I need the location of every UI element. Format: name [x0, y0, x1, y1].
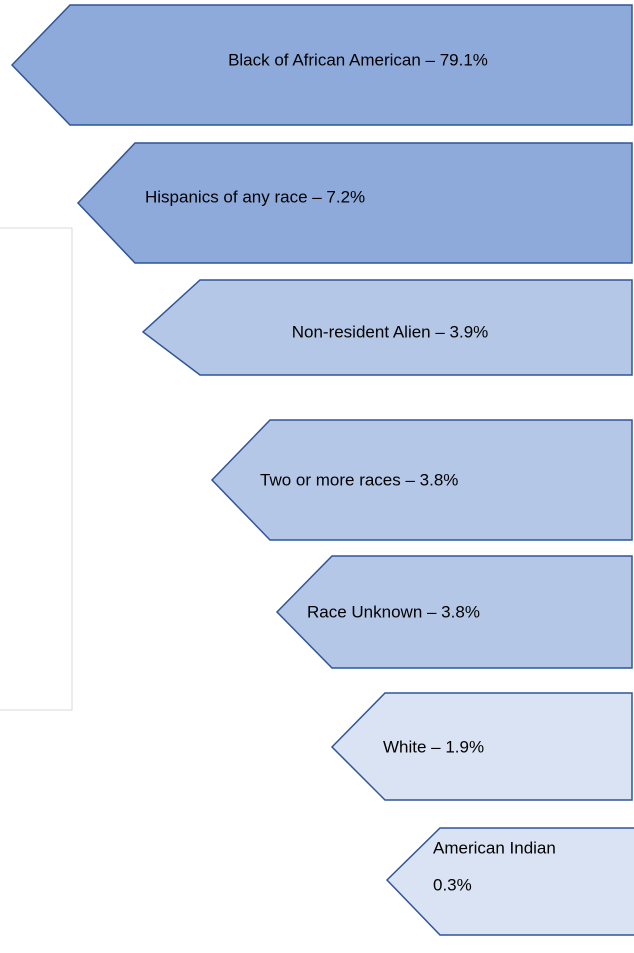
- arrow-shape: [385, 827, 634, 936]
- node-label: Black of African American – 79.1%: [228, 50, 488, 69]
- arrow-shape: [210, 419, 633, 541]
- arrow-shape: [141, 279, 633, 376]
- arrow-shape: [10, 4, 633, 126]
- background-box: [0, 227, 73, 711]
- node-label: American Indian: [433, 838, 556, 857]
- node-label: Non-resident Alien – 3.9%: [292, 322, 489, 341]
- arrow-shape: [76, 142, 633, 264]
- arrow-shape: [275, 555, 633, 669]
- node-label: Hispanics of any race – 7.2%: [145, 187, 365, 206]
- arrow-shape: [330, 692, 633, 801]
- node-label: 0.3%: [433, 875, 472, 894]
- node-label: Race Unknown – 3.8%: [307, 602, 480, 621]
- node-label: Two or more races – 3.8%: [260, 470, 458, 489]
- node-label: White – 1.9%: [383, 737, 484, 756]
